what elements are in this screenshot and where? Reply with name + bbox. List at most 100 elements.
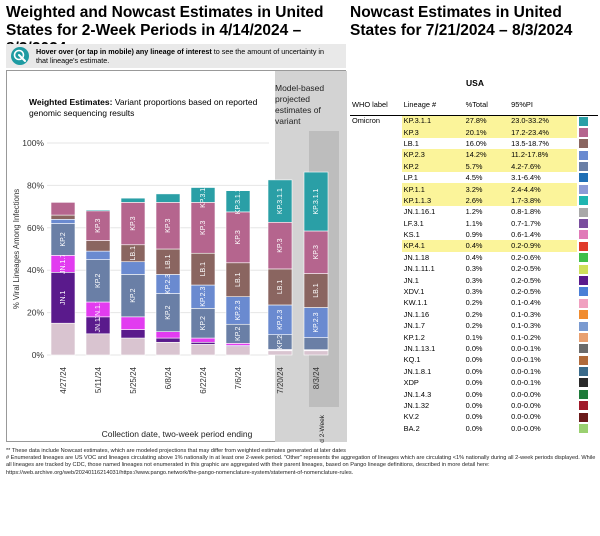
table-row[interactable]: LB.1 16.0% 13.5-18.7% [350, 138, 598, 149]
bar-segment[interactable] [267, 304, 293, 335]
bar-segment[interactable] [190, 187, 216, 203]
x-tick-label: 6/22/24 [199, 366, 208, 393]
table-row[interactable]: JN.1.8.1 0.0% 0.0-0.1% [350, 366, 598, 377]
bar-segment[interactable] [303, 273, 329, 308]
bar-segment[interactable] [120, 337, 146, 356]
who-label-cell [350, 297, 402, 308]
table-row[interactable]: KP.1.1 3.2% 2.4-4.4% [350, 183, 598, 195]
pct-total-cell: 4.5% [465, 173, 483, 183]
bar-segment[interactable] [267, 350, 293, 356]
bar-segment[interactable] [303, 230, 329, 274]
table-row[interactable]: XDP 0.0% 0.0-0.1% [350, 377, 598, 388]
bar-segment[interactable] [155, 193, 181, 203]
who-label-cell [350, 229, 402, 240]
table-row[interactable]: JN.1.16 0.2% 0.1-0.3% [350, 309, 598, 320]
table-row[interactable]: Omicron KP.3.1.1 27.8% 23.0-33.2% [350, 115, 598, 127]
table-row[interactable]: KW.1.1 0.2% 0.1-0.4% [350, 297, 598, 308]
swatch-cell [577, 161, 598, 172]
table-row[interactable]: JN.1.11.1 0.3% 0.2-0.5% [350, 263, 598, 274]
bar-segment[interactable] [225, 262, 251, 297]
header-who-label: WHO label [350, 95, 402, 116]
table-row[interactable]: KP.1.2 0.1% 0.1-0.2% [350, 331, 598, 342]
pi-cell: 0.0-0.1% [511, 366, 541, 376]
bar-segment[interactable] [120, 261, 146, 275]
bar-segment[interactable] [50, 214, 76, 220]
lineage-cell: JN.1.11.1 [403, 264, 435, 274]
bar-segment[interactable] [50, 272, 76, 324]
bar-segment-label: KP.3.1.1 [277, 188, 284, 214]
bar-segment[interactable] [120, 316, 146, 330]
pct-total-cell: 0.0% [465, 389, 483, 399]
bar-segment[interactable] [85, 250, 111, 260]
bar-segment[interactable] [155, 341, 181, 356]
swatch-cell [577, 240, 598, 251]
table-row[interactable]: LP.1 4.5% 3.1-6.4% [350, 172, 598, 183]
bar-segment[interactable] [120, 329, 146, 339]
bar-segment[interactable] [85, 209, 111, 212]
pi-cell: 0.2-0.5% [511, 287, 541, 297]
bar-segment[interactable] [155, 293, 181, 332]
y-tick-label: 80% [27, 180, 44, 190]
table-row[interactable]: JN.1.18 0.4% 0.2-0.6% [350, 252, 598, 263]
chart-frame: 0% 20% 40% 60% 80% 100% % Viral Lineages Among… [6, 70, 347, 443]
pi-cell: 0.0-0.0% [511, 389, 541, 399]
table-row[interactable]: XDV.1 0.3% 0.2-0.5% [350, 286, 598, 297]
table-row[interactable]: KP.2.3 14.2% 11.2-17.8% [350, 149, 598, 161]
bar-segment[interactable] [225, 190, 251, 213]
bar-segment[interactable] [303, 350, 329, 356]
bar-segment[interactable] [50, 202, 76, 216]
table-row[interactable]: KP.2 5.7% 4.2-7.6% [350, 160, 598, 172]
bar-segment[interactable] [225, 346, 251, 356]
table-row[interactable]: KV.2 0.0% 0.0-0.0% [350, 411, 598, 422]
table-row[interactable]: KS.1 0.9% 0.6-1.4% [350, 229, 598, 240]
hover-hint-text: Hover over (or tap in mobile) any lineag… [36, 47, 336, 65]
bar-segment[interactable] [50, 223, 76, 256]
pi-cell: 13.5-18.7% [511, 138, 549, 148]
bar-segment[interactable] [303, 171, 329, 232]
bar-segment[interactable] [225, 211, 251, 264]
table-row[interactable]: KP.3 20.1% 17.2-23.4% [350, 126, 598, 138]
bar-segment[interactable] [225, 343, 251, 346]
who-label-cell [350, 252, 402, 263]
bar-segment[interactable] [85, 240, 111, 252]
bar-segment[interactable] [120, 197, 146, 203]
table-row[interactable]: JN.1.7 0.2% 0.1-0.3% [350, 320, 598, 331]
bar-segment[interactable] [120, 274, 146, 318]
table-row[interactable]: KP.1.1.3 2.6% 1.7-3.8% [350, 194, 598, 207]
table-row[interactable]: JN.1.16.1 1.2% 0.8-1.8% [350, 206, 598, 217]
bar-segment[interactable] [190, 337, 216, 343]
bar-segment[interactable] [190, 252, 216, 286]
bar-segment[interactable] [190, 341, 216, 345]
pi-cell: 0.0-0.1% [511, 344, 541, 353]
bar-segment[interactable] [225, 296, 251, 325]
bar-segment-label: KP.3 [235, 230, 242, 244]
table-row[interactable]: KP.4.1 0.4% 0.2-0.9% [350, 240, 598, 252]
bar-segment[interactable] [155, 331, 181, 339]
swatch-cell [577, 263, 598, 274]
lineage-cell: LB.1 [403, 138, 419, 148]
bar-segment[interactable] [267, 179, 293, 223]
bar-segment[interactable] [50, 219, 76, 224]
lineage-color-swatch [579, 116, 589, 126]
bar-segment-label: KP.3 [95, 218, 102, 232]
table-row[interactable]: JN.1.13.1 0.0% 0.0-0.1% [350, 343, 598, 354]
table-row[interactable]: JN.1.32 0.0% 0.0-0.0% [350, 400, 598, 411]
pi-cell: 0.0-0.0% [511, 412, 541, 422]
who-label-cell [350, 126, 402, 137]
bar-segment[interactable] [190, 308, 216, 339]
lineage-cell: LP.1 [403, 173, 418, 183]
bar-segment-label: LB.1 [165, 254, 172, 269]
bar-segment[interactable] [85, 333, 111, 356]
table-row[interactable]: BA.2 0.0% 0.0-0.0% [350, 423, 598, 434]
table-row[interactable]: LF.3.1 1.1% 0.7-1.7% [350, 218, 598, 229]
bar-segment[interactable] [50, 322, 76, 356]
lineage-cell: JN.1.13.1 [403, 344, 436, 353]
pct-total-cell: 0.3% [465, 287, 483, 297]
table-row[interactable]: JN.1 0.3% 0.2-0.5% [350, 274, 598, 285]
bar-segment[interactable] [155, 337, 181, 343]
bar-segment[interactable] [190, 344, 216, 356]
table-row[interactable]: JN.1.4.3 0.0% 0.0-0.0% [350, 388, 598, 399]
table-row[interactable]: KQ.1 0.0% 0.0-0.1% [350, 354, 598, 365]
pi-cell: 0.2-0.9% [509, 240, 578, 252]
bar-segment[interactable] [303, 337, 329, 350]
